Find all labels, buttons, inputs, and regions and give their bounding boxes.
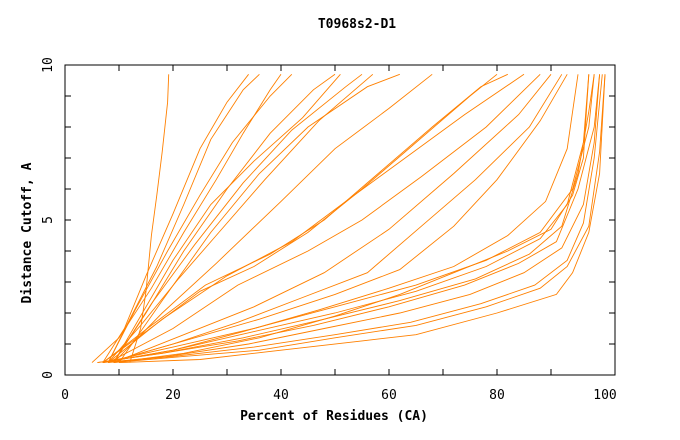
series-line-27: [91, 74, 282, 363]
plot-frame: [64, 64, 616, 376]
series-line-17: [102, 74, 590, 364]
series-line-24: [113, 74, 590, 364]
series-line-19: [97, 74, 601, 364]
axis-ticks: [65, 65, 615, 375]
series-line-21: [108, 74, 603, 364]
series-line-15: [108, 74, 568, 364]
series-line-6: [113, 73, 363, 363]
series-line-25: [102, 74, 579, 364]
series-line-7: [107, 73, 374, 363]
series-line-8: [118, 73, 400, 363]
y-axis-label: Distance Cutoff, A: [20, 162, 35, 303]
x-tick-label: 0: [61, 388, 69, 403]
series-line-26: [108, 74, 563, 364]
series-line-20: [102, 74, 601, 364]
y-tick-label: 0: [41, 371, 56, 379]
tick-labels: 0 20 40 60 80 100 0 5 10: [41, 57, 617, 403]
series-line-28: [113, 74, 341, 363]
series-line-13: [107, 73, 541, 363]
series-line-1: [129, 74, 170, 363]
series-line-18: [97, 74, 595, 364]
series-line-12: [107, 73, 525, 363]
x-tick-label: 60: [381, 388, 397, 403]
chart-title: T0968s2-D1: [318, 17, 396, 32]
series-line-4: [107, 73, 293, 363]
series-line-3: [107, 73, 260, 363]
series-line-9: [113, 73, 433, 363]
y-tick-label: 5: [41, 216, 56, 224]
x-tick-label: 80: [489, 388, 505, 403]
x-tick-label: 100: [593, 388, 616, 403]
series-line-23: [118, 74, 606, 364]
series-line-11: [102, 73, 508, 363]
series-line-14: [113, 74, 552, 364]
x-axis-label: Percent of Residues (CA): [240, 409, 428, 424]
series-line-5: [113, 73, 336, 363]
y-tick-label: 10: [41, 57, 56, 73]
x-tick-label: 40: [273, 388, 289, 403]
series-line-16: [102, 74, 595, 364]
series-line-22: [113, 74, 606, 364]
series-lines: [91, 73, 606, 364]
x-tick-label: 20: [165, 388, 181, 403]
series-line-2: [102, 74, 249, 363]
